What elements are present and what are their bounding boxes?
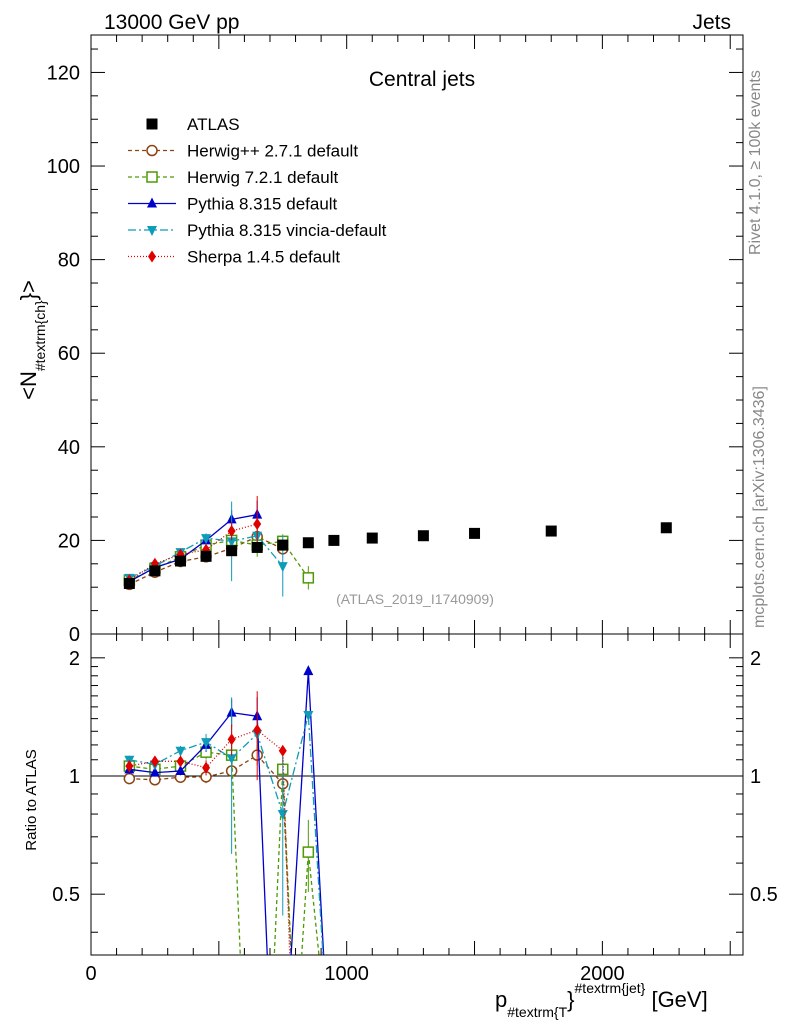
- series-4-ratio-line: [129, 729, 291, 955]
- series-2-main-line: [129, 514, 258, 583]
- y-label-sub: #textrm{ch}: [32, 300, 48, 371]
- series-3-ratio-point: [226, 754, 237, 765]
- series-2-ratio-point: [149, 766, 160, 777]
- series-4-main-point: [253, 518, 262, 531]
- x-label-unit: [GeV]: [645, 987, 707, 1012]
- y-tick-label-ratio-right: 1: [750, 766, 761, 788]
- series-4-ratio-point: [125, 760, 134, 773]
- series-4-ratio-point: [227, 733, 236, 746]
- main-data-layer: [123, 522, 672, 589]
- ratio-series-layer: [123, 665, 325, 955]
- atlas-data-point: [226, 545, 238, 557]
- series-4-ratio-point: [253, 723, 262, 736]
- series-2-ratio-point: [175, 764, 186, 775]
- rivet-label: Rivet 4.1.0, ≥ 100k events: [747, 70, 764, 255]
- y-tick-label-main: 60: [58, 343, 80, 365]
- legend-label-4: Pythia 8.315 vincia-default: [187, 221, 387, 240]
- y-tick-label-main: 0: [69, 624, 80, 646]
- x-tick-label: 1000: [324, 963, 369, 985]
- y-tick-label-ratio-left: 1: [69, 766, 80, 788]
- atlas-data-point: [123, 577, 135, 589]
- x-axis-label: p#textrm{T}#textrm{jet} [GeV]: [495, 980, 708, 1020]
- legend-label-3: Pythia 8.315 default: [187, 195, 338, 214]
- legend-label-5: Sherpa 1.4.5 default: [187, 248, 340, 267]
- atlas-data-point: [366, 532, 378, 544]
- y-tick-label-ratio-right: 2: [750, 648, 761, 670]
- atlas-data-point: [469, 527, 481, 539]
- series-1-ratio-point: [302, 846, 315, 858]
- mcplots-label: mcplots.cern.ch [arXiv:1306.3436]: [751, 386, 768, 628]
- series-2-ratio-line: [129, 671, 325, 955]
- series-4-ratio-point: [278, 744, 287, 757]
- legend-label-1: Herwig++ 2.7.1 default: [187, 142, 358, 161]
- header-right: Jets: [692, 11, 731, 34]
- y-tick-label-main: 120: [47, 62, 80, 84]
- x-label-sub: #textrm{T: [507, 1004, 567, 1020]
- legend: ATLAS Herwig++ 2.7.1 default Herwig 7.2.1 …: [128, 115, 387, 267]
- x-label-brace: }: [567, 987, 574, 1012]
- y-axis-label-main: <N#textrm{ch}}>: [16, 280, 48, 400]
- series-0-ratio-line: [129, 754, 292, 955]
- series-4-ratio-point: [176, 755, 185, 768]
- y-tick-label-ratio-right: 0.5: [750, 884, 778, 906]
- legend-marker-3: [147, 197, 157, 208]
- legend-marker-5: [148, 250, 156, 263]
- series-3-ratio-point: [175, 746, 186, 757]
- y-tick-label-main: 80: [58, 250, 80, 272]
- series-2-ratio-point: [303, 665, 314, 676]
- atlas-data-point: [302, 537, 314, 549]
- atlas-data-point: [149, 565, 161, 577]
- series-4-ratio-point: [202, 761, 211, 774]
- legend-marker-2: [146, 171, 158, 183]
- atlas-data-point: [328, 534, 340, 546]
- y-tick-label-main: 100: [47, 156, 80, 178]
- atlas-data-point: [251, 541, 263, 553]
- series-3-ratio-point: [277, 810, 288, 821]
- legend-marker-0: [146, 118, 158, 130]
- series-3-ratio-point: [303, 711, 314, 722]
- series-4-ratio-point: [150, 755, 159, 768]
- y-label-suffix: }>: [16, 280, 41, 300]
- chart-title: Central jets: [369, 68, 475, 91]
- series-3-main-point: [277, 562, 288, 573]
- y-axis-label-ratio: Ratio to ATLAS: [23, 749, 40, 850]
- y-tick-label-main: 40: [58, 437, 80, 459]
- atlas-data-point: [200, 550, 212, 562]
- x-tick-label: 2000: [580, 963, 625, 985]
- series-4-main-point: [227, 525, 236, 538]
- legend-label-2: Herwig 7.2.1 default: [187, 168, 338, 187]
- legend-marker-4: [147, 226, 157, 236]
- legend-label-0: ATLAS: [187, 115, 240, 134]
- y-tick-label-main: 20: [58, 530, 80, 552]
- legend-marker-1: [146, 144, 158, 157]
- ratio-panel-frame: [90, 633, 744, 956]
- y-tick-label-ratio-left: 0.5: [52, 884, 80, 906]
- series-3-main-point: [226, 537, 237, 548]
- analysis-label: (ATLAS_2019_I1740909): [336, 591, 494, 607]
- x-label-sup: #textrm{jet}: [575, 980, 646, 996]
- y-label-prefix: <N: [16, 371, 41, 400]
- series-3-main-point: [201, 534, 212, 545]
- series-3-ratio-point: [201, 738, 212, 749]
- atlas-data-point: [277, 539, 289, 551]
- axis-ticks: [90, 35, 743, 955]
- atlas-data-point: [174, 555, 186, 567]
- atlas-data-point: [545, 525, 557, 537]
- header-left: 13000 GeV pp: [104, 11, 239, 34]
- axis-tick-labels: 0 1000 2000 0 20 40 60 80 100 120 0.5 0.5 1 1 2 2: [47, 62, 778, 985]
- x-label-main: p: [495, 987, 507, 1012]
- atlas-data-point: [417, 530, 429, 542]
- atlas-data-point: [660, 522, 672, 534]
- series-1-main-point: [302, 572, 315, 584]
- x-tick-label: 0: [85, 963, 96, 985]
- series-1-ratio-line: [129, 751, 320, 955]
- series-0-ratio-point: [123, 772, 136, 785]
- y-tick-label-ratio-left: 2: [69, 648, 80, 670]
